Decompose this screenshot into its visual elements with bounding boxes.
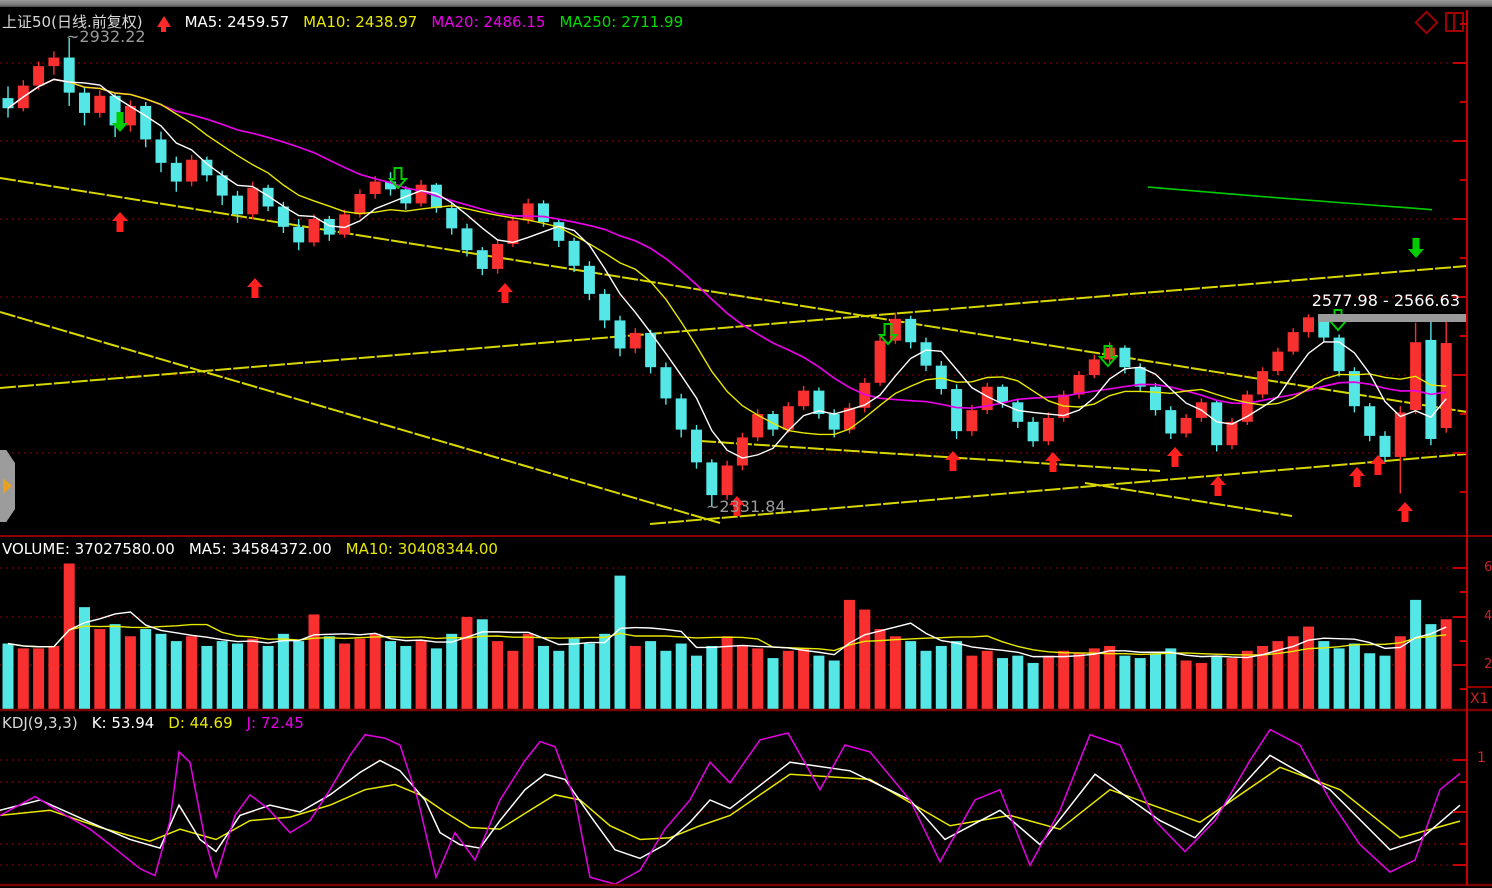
volume-ma10-value: MA10: 30408344.00 [345,540,498,558]
volume-axis-tick-1: 6 [1484,560,1492,575]
up-arrow-icon [156,16,171,32]
main-chart-header: 上证50(日线.前复权) MA5: 2459.57 MA10: 2438.97 … [2,11,683,32]
x1-scale-label: X1 [1470,691,1489,707]
symbol-title: 上证50(日线.前复权) [2,13,143,31]
expand-right-icon [3,478,12,494]
split-panes-icon[interactable] [1445,12,1464,32]
high-price-label: ~2932.22 [66,27,146,46]
kdj-j-value: J: 72.45 [246,714,304,732]
volume-value: VOLUME: 37027580.00 [2,540,175,558]
ma20-value: MA20: 2486.15 [431,12,546,31]
volume-header: VOLUME: 37027580.00 MA5: 34584372.00 MA1… [2,540,498,558]
volume-axis-tick-2: 4 [1484,609,1492,624]
ma5-value: MA5: 2459.57 [184,12,290,31]
volume-ma5-value: MA5: 34584372.00 [188,540,332,558]
diamond-icon[interactable] [1414,9,1439,35]
kdj-k-value: K: 53.94 [91,714,155,732]
ma250-value: MA250: 2711.99 [559,12,684,31]
volume-axis-tick-3: 2 [1484,657,1492,672]
left-panel-handle[interactable] [0,450,15,522]
ma10-value: MA10: 2438.97 [303,12,418,31]
window-top-edge [0,0,1492,7]
kdj-d-value: D: 44.69 [168,714,233,732]
low-price-label: ~2331.84 [706,497,786,516]
kdj-header: KDJ(9,3,3) K: 53.94 D: 44.69 J: 72.45 [2,714,304,732]
kdj-axis-tick: 1 [1477,750,1486,766]
kdj-name: KDJ(9,3,3) [2,714,78,732]
window-controls [1414,9,1464,35]
price-range-label: 2577.98 - 2566.63 [1311,291,1460,310]
